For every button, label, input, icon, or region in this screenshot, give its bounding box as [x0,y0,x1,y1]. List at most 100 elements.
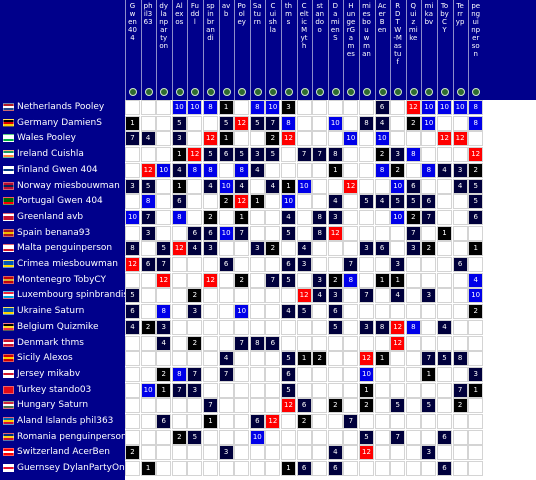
country-name: Belgium [17,321,54,332]
empty-cell [374,304,390,320]
score-cell: 4 [437,319,452,335]
country-name: Denmark [17,337,59,348]
empty-cell [249,319,265,335]
jury-pin-icon [394,88,403,96]
empty-cell [249,304,265,320]
jury-pin-icon [316,88,325,96]
empty-cell [312,100,328,115]
empty-cell [468,398,484,414]
column-header-label: mikabv [424,2,434,26]
row-entry-text: Montenegro TobyCY [17,273,106,288]
row-label: Ireland Cuishla [0,147,125,162]
score-cell: 10 [265,100,281,115]
empty-cell [421,414,437,429]
empty-cell [171,319,187,335]
empty-cell [187,351,203,367]
score-cell: 4 [249,162,265,178]
empty-cell [218,414,234,429]
empty-cell [218,398,234,414]
empty-cell [265,209,281,225]
row-entry-text: Sicily Alexos [17,351,73,366]
column-divider [359,0,360,100]
empty-cell [265,398,281,414]
score-cell: 5 [156,241,172,257]
empty-cell [437,335,452,351]
score-cell: 4 [218,351,234,367]
score-cell: 10 [359,366,374,382]
score-cell: 12 [296,288,312,304]
empty-cell [312,194,328,210]
empty-cell [296,194,312,210]
empty-cell [312,335,328,351]
country-name: Finland [17,164,50,175]
column-divider [437,0,438,100]
empty-cell [468,429,484,445]
empty-cell [265,288,281,304]
empty-cell [437,115,452,131]
score-cell: 2 [405,115,421,131]
row-entry-text: Wales Pooley [17,131,76,146]
empty-cell [374,257,390,272]
empty-cell [437,288,452,304]
flag-icon [3,307,14,316]
empty-cell [171,288,187,304]
empty-cell [405,304,421,320]
empty-cell [218,335,234,351]
score-cell: 1 [374,272,390,288]
empty-cell [140,398,156,414]
score-cell: 2 [359,398,374,414]
user-name: AcerBen [72,447,110,458]
empty-cell [249,209,265,225]
score-cell: 1 [374,351,390,367]
user-name: Alexos [43,353,73,364]
column-header-label: Cuishla [268,2,277,34]
score-cell: 10 [390,178,406,194]
user-name: penguinperson [59,431,125,442]
empty-cell [249,225,265,241]
score-cell: 2 [296,414,312,429]
empty-cell [125,272,140,288]
jury-pin-icon [331,88,340,96]
score-cell: 4 [374,115,390,131]
score-cell: 2 [203,209,218,225]
empty-cell [437,194,452,210]
country-name: Ukraine [17,306,52,317]
score-cell: 7 [390,429,406,445]
row-label: Spain benana93 [0,226,125,241]
empty-cell [374,398,390,414]
empty-cell [468,414,484,429]
empty-cell [421,335,437,351]
empty-cell [390,304,406,320]
flag-icon [3,181,14,190]
score-cell: 1 [140,461,156,477]
empty-cell [327,335,343,351]
score-cell: 6 [296,461,312,477]
row-entry-text: Ireland Cuishla [17,147,84,162]
row-entry-text: Finland Gwen 404 [17,163,98,178]
score-cell: 1 [468,241,484,257]
empty-cell [187,131,203,147]
empty-cell [390,131,406,147]
empty-cell [468,461,484,477]
empty-cell [437,147,452,163]
score-cell: 12 [359,351,374,367]
score-cell: 4 [327,194,343,210]
score-cell: 3 [187,382,203,398]
empty-cell [140,100,156,115]
score-cell: 8 [405,147,421,163]
score-cell: 8 [452,351,468,367]
score-cell: 6 [171,194,187,210]
user-name: stando03 [49,384,92,395]
jury-pin-icon [363,88,371,96]
empty-cell [468,335,484,351]
empty-cell [390,414,406,429]
score-cell: 12 [452,131,468,147]
empty-cell [421,304,437,320]
score-cell: 2 [405,209,421,225]
empty-cell [234,131,250,147]
empty-cell [405,131,421,147]
empty-cell [296,319,312,335]
empty-cell [249,351,265,367]
empty-cell [281,147,296,163]
row-label: Denmark thms [0,336,125,351]
